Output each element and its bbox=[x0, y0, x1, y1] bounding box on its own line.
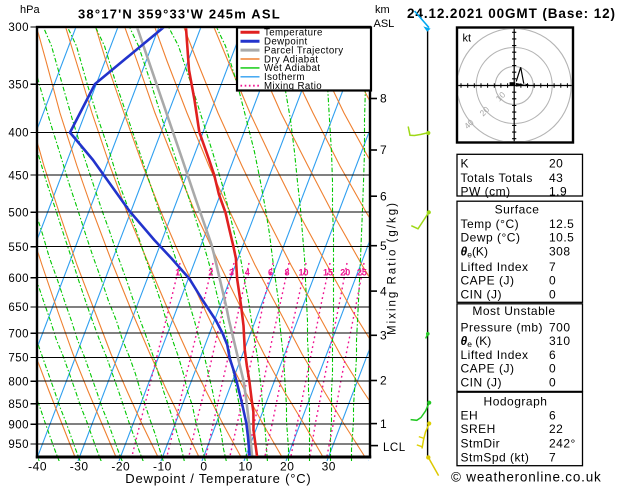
svg-text:-40: -40 bbox=[28, 460, 47, 474]
svg-text:310: 310 bbox=[549, 334, 571, 348]
svg-text:600: 600 bbox=[8, 273, 29, 285]
svg-text:950: 950 bbox=[8, 439, 29, 451]
svg-text:θe (K): θe (K) bbox=[461, 334, 492, 349]
svg-text:22: 22 bbox=[549, 422, 563, 436]
svg-text:0: 0 bbox=[200, 460, 207, 474]
svg-text:20: 20 bbox=[280, 460, 294, 474]
svg-text:1.9: 1.9 bbox=[549, 185, 567, 199]
svg-text:10: 10 bbox=[238, 460, 252, 474]
svg-text:km: km bbox=[375, 4, 390, 16]
svg-text:500: 500 bbox=[8, 207, 29, 219]
svg-text:450: 450 bbox=[8, 170, 29, 182]
svg-text:CIN (J): CIN (J) bbox=[461, 375, 503, 389]
svg-text:PW (cm): PW (cm) bbox=[461, 185, 511, 199]
svg-text:SREH: SREH bbox=[461, 422, 496, 436]
svg-text:Mixing Ratio (g/kg): Mixing Ratio (g/kg) bbox=[387, 201, 399, 335]
svg-text:6: 6 bbox=[549, 348, 556, 362]
svg-text:10.5: 10.5 bbox=[549, 230, 574, 244]
svg-text:850: 850 bbox=[8, 399, 29, 411]
svg-text:7: 7 bbox=[380, 143, 387, 157]
svg-text:2: 2 bbox=[208, 268, 213, 278]
svg-text:3: 3 bbox=[229, 268, 234, 278]
svg-text:K: K bbox=[461, 157, 470, 171]
svg-text:CIN (J): CIN (J) bbox=[461, 287, 503, 301]
svg-text:700: 700 bbox=[549, 320, 571, 334]
svg-text:550: 550 bbox=[8, 242, 29, 254]
svg-text:20: 20 bbox=[549, 157, 563, 171]
svg-text:Pressure (mb): Pressure (mb) bbox=[461, 320, 544, 334]
svg-text:800: 800 bbox=[8, 376, 29, 388]
svg-text:6: 6 bbox=[268, 268, 273, 278]
svg-text:2: 2 bbox=[380, 374, 387, 388]
svg-text:8: 8 bbox=[380, 92, 387, 106]
svg-text:-10: -10 bbox=[153, 460, 172, 474]
svg-text:300: 300 bbox=[8, 22, 29, 34]
svg-text:5: 5 bbox=[380, 239, 387, 253]
svg-text:Dewpoint / Temperature (°C): Dewpoint / Temperature (°C) bbox=[125, 471, 311, 486]
svg-text:Most Unstable: Most Unstable bbox=[472, 304, 555, 318]
svg-text:Isotherm: Isotherm bbox=[264, 72, 305, 83]
svg-text:24.12.2021 00GMT (Base: 12): 24.12.2021 00GMT (Base: 12) bbox=[407, 6, 616, 21]
svg-text:0: 0 bbox=[549, 273, 556, 287]
svg-text:400: 400 bbox=[8, 128, 29, 140]
svg-text:15: 15 bbox=[323, 268, 333, 278]
svg-text:700: 700 bbox=[8, 328, 29, 340]
svg-text:10: 10 bbox=[298, 268, 308, 278]
svg-text:ASL: ASL bbox=[374, 18, 395, 30]
svg-text:7: 7 bbox=[549, 451, 556, 465]
svg-text:Temperature: Temperature bbox=[264, 28, 323, 39]
svg-text:LCL: LCL bbox=[383, 442, 406, 454]
svg-text:StmSpd (kt): StmSpd (kt) bbox=[461, 451, 530, 465]
svg-text:Lifted Index: Lifted Index bbox=[461, 348, 529, 362]
svg-text:43: 43 bbox=[549, 171, 563, 185]
svg-text:650: 650 bbox=[8, 302, 29, 314]
svg-text:Dewp (°C): Dewp (°C) bbox=[461, 230, 521, 244]
svg-text:12.5: 12.5 bbox=[549, 217, 574, 231]
svg-text:3: 3 bbox=[380, 329, 387, 343]
svg-text:0: 0 bbox=[549, 375, 556, 389]
svg-text:Dewpoint: Dewpoint bbox=[264, 37, 308, 48]
svg-text:7: 7 bbox=[549, 260, 556, 274]
svg-text:Parcel Trajectory: Parcel Trajectory bbox=[264, 45, 343, 56]
svg-text:6: 6 bbox=[549, 409, 556, 423]
svg-text:Hodograph: Hodograph bbox=[484, 395, 548, 409]
svg-text:25: 25 bbox=[357, 268, 367, 278]
svg-text:30: 30 bbox=[322, 460, 336, 474]
svg-text:Temp (°C): Temp (°C) bbox=[461, 217, 520, 231]
svg-text:1: 1 bbox=[175, 268, 180, 278]
svg-text:-30: -30 bbox=[70, 460, 89, 474]
svg-text:CAPE (J): CAPE (J) bbox=[461, 362, 515, 376]
svg-text:Wet Adiabat: Wet Adiabat bbox=[264, 63, 320, 74]
svg-text:6: 6 bbox=[380, 189, 387, 203]
svg-text:20: 20 bbox=[340, 268, 350, 278]
svg-text:CAPE (J): CAPE (J) bbox=[461, 273, 515, 287]
svg-text:EH: EH bbox=[461, 409, 479, 423]
svg-text:242°: 242° bbox=[549, 437, 576, 451]
svg-text:308: 308 bbox=[549, 244, 571, 258]
svg-text:0: 0 bbox=[549, 362, 556, 376]
svg-text:350: 350 bbox=[8, 80, 29, 92]
svg-text:© weatheronline.co.uk: © weatheronline.co.uk bbox=[451, 470, 602, 485]
svg-text:θe(K): θe(K) bbox=[461, 244, 488, 259]
svg-text:Lifted Index: Lifted Index bbox=[461, 260, 529, 274]
svg-text:0: 0 bbox=[549, 287, 556, 301]
svg-text:4: 4 bbox=[245, 268, 250, 278]
svg-text:-20: -20 bbox=[111, 460, 130, 474]
svg-text:Totals Totals: Totals Totals bbox=[461, 171, 533, 185]
svg-text:hPa: hPa bbox=[20, 4, 40, 16]
svg-text:StmDir: StmDir bbox=[461, 437, 501, 451]
svg-text:Dry Adiabat: Dry Adiabat bbox=[264, 54, 318, 65]
svg-text:Surface: Surface bbox=[495, 203, 540, 217]
svg-text:900: 900 bbox=[8, 419, 29, 431]
svg-text:4: 4 bbox=[380, 284, 387, 298]
svg-text:1: 1 bbox=[380, 417, 387, 431]
svg-text:750: 750 bbox=[8, 353, 29, 365]
svg-text:38°17'N 359°33'W 245m ASL: 38°17'N 359°33'W 245m ASL bbox=[78, 7, 281, 22]
svg-text:kt: kt bbox=[463, 33, 472, 45]
svg-text:Mixing Ratio: Mixing Ratio bbox=[264, 81, 322, 92]
svg-text:8: 8 bbox=[284, 268, 289, 278]
